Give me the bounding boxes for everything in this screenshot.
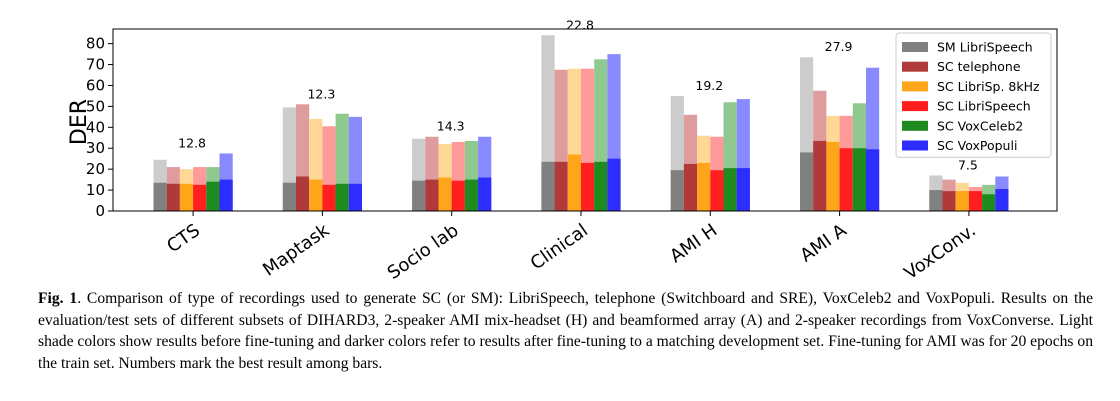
der-bar-chart: 12.8 12.3 14.3 22.8 19.2 27.9 7.5 0 10 20 30 40 50 6… (67, 17, 1058, 284)
bar-after-finetune (697, 162, 711, 211)
best-result-annotations: 12.8 12.3 14.3 22.8 19.2 27.9 7.5 (178, 17, 978, 172)
bar-after-finetune (322, 184, 336, 211)
bar-after-finetune (179, 183, 194, 211)
y-tick-label: 10 (86, 181, 105, 199)
bar-after-finetune (219, 179, 233, 211)
bar-after-finetune (166, 183, 180, 211)
legend-label: SC LibriSpeech (937, 99, 1031, 114)
bar-after-finetune (581, 162, 595, 211)
y-tick-label: 70 (86, 56, 105, 74)
legend-swatch (902, 101, 928, 112)
legend-swatch (902, 140, 928, 151)
bar-after-finetune (282, 182, 296, 211)
plot-frame (112, 28, 1058, 212)
bar-after-finetune (541, 161, 555, 211)
best-result-label: 27.9 (825, 39, 853, 54)
bar-after-finetune (478, 177, 492, 211)
bar-after-finetune (852, 148, 866, 211)
x-tick-label: AMI H (666, 220, 721, 267)
legend-label: SC VoxPopuli (937, 138, 1017, 153)
y-tick-label: 80 (86, 35, 105, 53)
bar-after-finetune (296, 176, 310, 211)
x-tick-label: CTS (163, 220, 204, 257)
bars-layer (153, 35, 1009, 212)
bar-after-finetune (982, 194, 996, 211)
bar-after-finetune (710, 170, 724, 211)
bar-after-finetune (866, 149, 880, 211)
bar-after-finetune (929, 190, 943, 211)
best-result-label: 12.3 (307, 86, 335, 101)
caption-label: Fig. 1 (38, 290, 78, 307)
caption-text: . Comparison of type of recordings used … (38, 290, 1093, 372)
bar-after-finetune (594, 161, 608, 211)
bar-after-finetune (193, 184, 207, 211)
legend-box (895, 32, 1052, 158)
bar-after-finetune (683, 163, 698, 211)
legend-swatch (902, 61, 928, 72)
bar-after-finetune (554, 161, 568, 211)
legend-label: SC VoxCeleb2 (937, 118, 1023, 133)
bar-after-finetune (438, 177, 452, 211)
bar-after-finetune (942, 191, 956, 211)
legend-swatch (902, 81, 928, 92)
best-result-label: 19.2 (695, 78, 723, 93)
best-result-label: 14.3 (437, 119, 465, 134)
bar-after-finetune (826, 141, 840, 211)
legend-label: SM LibriSpeech (937, 40, 1033, 55)
bar-after-finetune (955, 191, 969, 211)
bar-after-finetune (567, 154, 581, 211)
best-result-label: 12.8 (178, 135, 206, 150)
x-tick-label: Clinical (527, 220, 592, 274)
bar-after-finetune (464, 179, 479, 211)
bar-after-finetune (995, 189, 1009, 211)
y-tick-label: 60 (86, 76, 105, 94)
x-tick-label: Maptask (259, 220, 334, 281)
bar-after-finetune (309, 179, 323, 211)
y-tick-label: 40 (86, 118, 105, 136)
bar-after-finetune (670, 170, 684, 211)
bar-after-finetune (736, 168, 750, 211)
bar-after-finetune (451, 180, 465, 211)
bar-after-finetune (206, 181, 220, 211)
y-tick-label: 0 (95, 202, 105, 220)
x-tick-label: AMI A (796, 219, 851, 266)
x-tick-label: VoxConv. (901, 220, 980, 284)
bar-after-finetune (412, 180, 426, 211)
bar-after-finetune (335, 183, 349, 211)
bar-after-finetune (839, 148, 853, 211)
bar-after-finetune (607, 158, 621, 211)
bar-after-finetune (813, 140, 827, 211)
best-result-label: 22.8 (566, 17, 594, 32)
bar-after-finetune (800, 152, 814, 211)
bar-after-finetune (968, 191, 983, 211)
y-tick-label: 30 (86, 139, 105, 157)
legend-label: SC telephone (937, 59, 1021, 74)
legend: SM LibriSpeech SC telephone SC LibriSp. 8k… (895, 32, 1052, 158)
bar-after-finetune (425, 179, 439, 211)
legend-label: SC LibriSp. 8kHz (937, 79, 1040, 94)
y-axis-label: DER (67, 99, 92, 145)
bar-after-finetune (348, 183, 362, 211)
y-tick-label: 20 (86, 160, 105, 178)
y-tick-label: 50 (86, 97, 105, 115)
bar-after-finetune (153, 182, 167, 211)
legend-swatch (902, 120, 928, 131)
figure-caption: Fig. 1. Comparison of type of recordings… (38, 288, 1093, 374)
best-result-label: 7.5 (958, 157, 978, 172)
legend-swatch (902, 42, 928, 52)
x-tick-label: Socio lab (384, 220, 463, 284)
bar-after-finetune (723, 168, 737, 211)
